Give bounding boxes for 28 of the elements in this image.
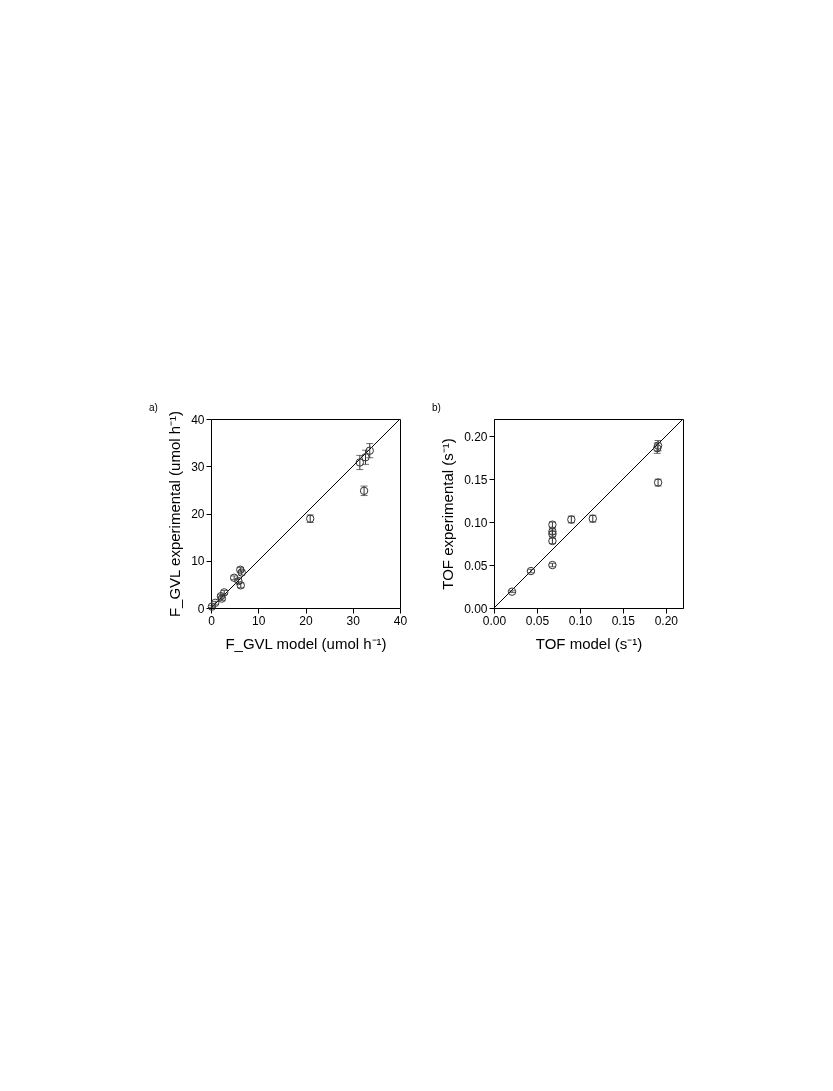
y-tick-label: 30 <box>191 459 205 474</box>
y-tick-label: 40 <box>191 412 205 427</box>
y-tick-label: 0 <box>197 601 205 616</box>
chart-title: a) <box>149 402 158 413</box>
point <box>507 587 517 596</box>
x-tick-label: 0 <box>208 613 216 628</box>
y-tick-label: 20 <box>191 507 205 521</box>
x-tick-label: 30 <box>346 613 361 628</box>
y-axis-title: F_GVL experimental (umol h⁻¹) <box>166 410 184 618</box>
chart-title: b) <box>432 402 441 413</box>
x-tick-label: 20 <box>299 613 313 628</box>
x-axis-title: TOF model (s⁻¹) <box>535 634 643 652</box>
y-tick-label: 10 <box>191 554 205 569</box>
x-tick-label: 0.20 <box>654 613 679 628</box>
y-tick-label: 0.00 <box>464 601 488 616</box>
x-axis-title: F_GVL model (umol h⁻¹) <box>225 634 387 652</box>
x-tick-label: 0.10 <box>568 613 593 628</box>
y-tick-label: 0.10 <box>464 515 488 530</box>
y-tick-label: 0.05 <box>464 558 488 573</box>
point <box>365 446 374 455</box>
x-tick-label: 0.15 <box>611 613 636 628</box>
x-tick-label: 0.05 <box>525 613 550 628</box>
x-tick-label: 10 <box>252 613 266 628</box>
y-axis-title: TOF experimental (s⁻¹) <box>439 438 457 590</box>
x-tick-label: 0.00 <box>482 613 507 628</box>
x-tick-label: 40 <box>393 613 408 628</box>
y-tick-label: 0.15 <box>464 472 488 487</box>
y-tick-label: 0.20 <box>464 429 488 444</box>
